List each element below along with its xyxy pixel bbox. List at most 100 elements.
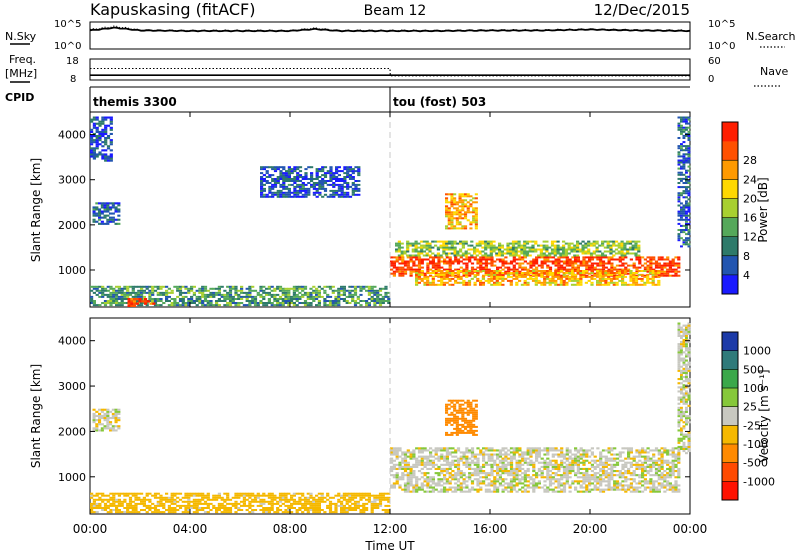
heatmap-cell (682, 241, 686, 244)
heatmap-cell (287, 304, 291, 307)
heatmap-cell (187, 300, 191, 302)
heatmap-cell (498, 459, 502, 462)
heatmap-cell (448, 467, 452, 470)
heatmap-cell (562, 273, 566, 276)
heatmap-cell (568, 455, 572, 458)
heatmap-cell (490, 272, 494, 274)
heatmap-cell (281, 289, 285, 292)
heatmap-cell (607, 478, 611, 481)
heatmap-cell (138, 300, 142, 303)
heatmap-cell (668, 270, 672, 273)
heatmap-cell (467, 281, 472, 284)
heatmap-cell (409, 474, 413, 477)
heatmap-cell (190, 285, 194, 288)
heatmap-cell (109, 511, 113, 514)
heatmap-cell (315, 291, 319, 294)
heatmap-cell (415, 482, 419, 485)
heatmap-cell (621, 262, 625, 265)
heatmap-cell (245, 298, 249, 300)
heatmap-cell (162, 302, 166, 304)
heatmap-cell (101, 498, 105, 501)
heatmap-cell (459, 240, 463, 243)
heatmap-cell (543, 262, 547, 265)
heatmap-cell (593, 472, 597, 475)
heatmap-cell (677, 455, 681, 458)
heatmap-cell (98, 122, 102, 125)
heatmap-cell (170, 289, 174, 292)
heatmap-cell (401, 260, 405, 263)
heatmap-cell (682, 210, 686, 213)
heatmap-cell (628, 248, 633, 251)
heatmap-cell (117, 214, 121, 217)
heatmap-cell (106, 300, 110, 302)
heatmap-cell (423, 449, 427, 452)
heatmap-cell (159, 285, 163, 288)
heatmap-cell (687, 239, 691, 242)
heatmap-cell (562, 244, 566, 247)
heatmap-cell (621, 256, 625, 259)
heatmap-cell (621, 486, 625, 489)
heatmap-cell (604, 262, 608, 265)
heatmap-cell (104, 118, 108, 121)
heatmap-cell (436, 248, 440, 251)
heatmap-cell (529, 277, 533, 280)
heatmap-cell (403, 272, 408, 275)
heatmap-cell (120, 293, 124, 296)
heatmap-cell (641, 264, 645, 267)
heatmap-cell (332, 172, 336, 175)
heatmap-cell (270, 293, 274, 296)
heatmap-cell (596, 270, 600, 272)
heatmap-cell (484, 258, 488, 261)
heatmap-cell (507, 268, 511, 271)
heatmap-cell (509, 467, 514, 470)
heatmap-cell (506, 252, 510, 255)
heatmap-cell (426, 486, 430, 489)
heatmap-cell (496, 457, 500, 460)
heatmap-cell (595, 240, 599, 243)
heatmap-cell (592, 250, 596, 253)
heatmap-cell (170, 509, 174, 511)
heatmap-cell (571, 453, 575, 456)
heatmap-cell (557, 470, 561, 473)
heatmap-cell (184, 291, 188, 294)
heatmap-cell (117, 289, 121, 292)
heatmap-cell (131, 492, 135, 495)
heatmap-cell (657, 467, 661, 470)
heatmap-cell (212, 291, 216, 294)
heatmap-cell (571, 467, 575, 470)
heatmap-cell (123, 498, 127, 501)
heatmap-cell (425, 242, 429, 245)
heatmap-cell (178, 285, 183, 288)
heatmap-cell (423, 474, 427, 477)
heatmap-cell (447, 240, 452, 243)
heatmap-cell (153, 494, 158, 497)
heatmap-cell (601, 279, 605, 282)
heatmap-cell (276, 180, 280, 182)
heatmap-cell (127, 302, 131, 305)
heatmap-cell (474, 219, 478, 222)
heatmap-cell (568, 262, 572, 265)
heatmap-cell (518, 275, 522, 278)
heatmap-cell (498, 250, 502, 253)
heatmap-cell (638, 486, 642, 489)
heatmap-cell (445, 260, 449, 263)
heatmap-cell (253, 302, 258, 304)
heatmap-cell (248, 302, 252, 304)
heatmap-cell (101, 509, 105, 511)
heatmap-cell (318, 170, 322, 173)
heatmap-cell (348, 178, 353, 180)
heatmap-cell (443, 463, 447, 466)
heatmap-cell (282, 178, 286, 180)
heatmap-cell (331, 302, 335, 304)
heatmap-cell (343, 168, 347, 171)
heatmap-cell (279, 191, 283, 194)
heatmap-cell (459, 281, 463, 284)
heatmap-cell (682, 149, 686, 152)
heatmap-cell (687, 157, 691, 160)
heatmap-cell (440, 484, 444, 487)
heatmap-cell (456, 480, 461, 483)
heatmap-cell (657, 275, 661, 278)
heatmap-cell (682, 161, 686, 164)
heatmap-cell (403, 270, 408, 273)
heatmap-cell (523, 459, 527, 462)
